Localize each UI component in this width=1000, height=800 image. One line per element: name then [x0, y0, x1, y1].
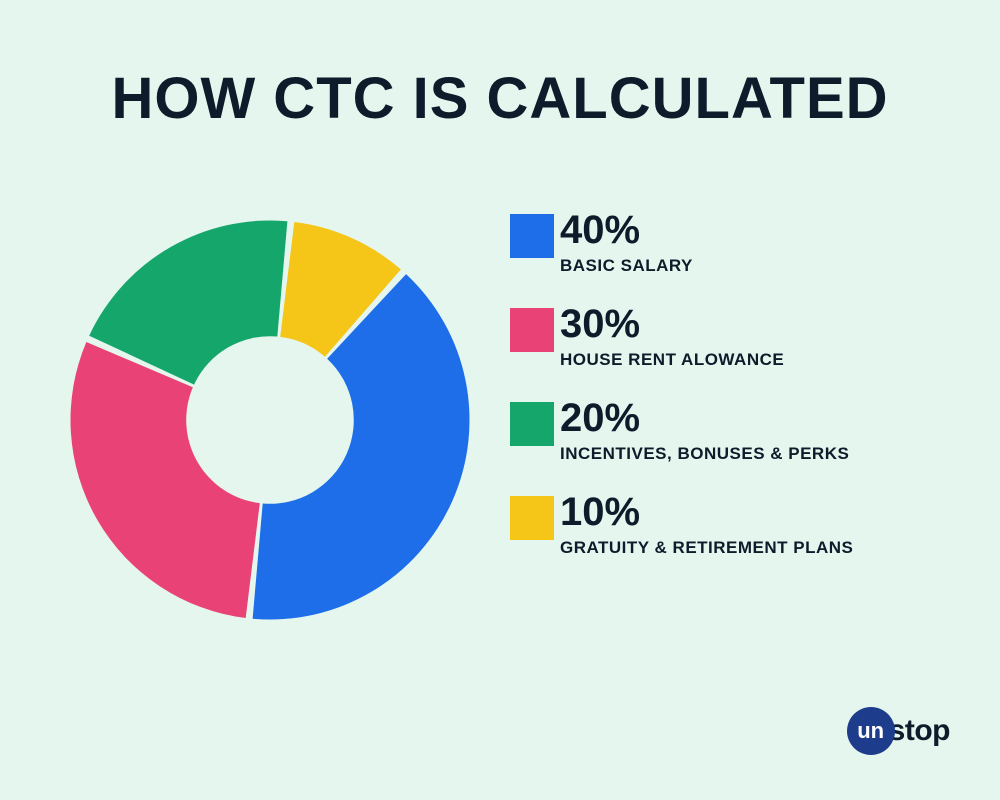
legend-item: 20% INCENTIVES, BONUSES & PERKS: [510, 398, 940, 464]
legend-item: 40% BASIC SALARY: [510, 210, 940, 276]
legend-item: 30% HOUSE RENT ALOWANCE: [510, 304, 940, 370]
legend-swatch: [510, 402, 554, 446]
donut-svg: [60, 210, 480, 630]
legend-percent: 40%: [560, 210, 693, 250]
legend-item: 10% GRATUITY & RETIREMENT PLANS: [510, 492, 940, 558]
legend: 40% BASIC SALARY 30% HOUSE RENT ALOWANCE 20%…: [510, 210, 940, 586]
donut-chart: [60, 210, 480, 630]
legend-text: 40% BASIC SALARY: [560, 210, 693, 276]
legend-percent: 10%: [560, 492, 853, 532]
legend-swatch: [510, 214, 554, 258]
legend-label: GRATUITY & RETIREMENT PLANS: [560, 538, 853, 558]
legend-percent: 30%: [560, 304, 784, 344]
legend-text: 30% HOUSE RENT ALOWANCE: [560, 304, 784, 370]
legend-label: BASIC SALARY: [560, 256, 693, 276]
brand-word: stop: [889, 714, 950, 748]
legend-text: 10% GRATUITY & RETIREMENT PLANS: [560, 492, 853, 558]
legend-label: INCENTIVES, BONUSES & PERKS: [560, 444, 849, 464]
infographic-canvas: HOW CTC IS CALCULATED 40% BASIC SALARY 30%…: [0, 0, 1000, 800]
legend-text: 20% INCENTIVES, BONUSES & PERKS: [560, 398, 849, 464]
donut-slice: [70, 342, 259, 618]
legend-label: HOUSE RENT ALOWANCE: [560, 350, 784, 370]
legend-percent: 20%: [560, 398, 849, 438]
brand-logo: un stop: [847, 707, 950, 755]
brand-circle: un: [847, 707, 895, 755]
legend-swatch: [510, 308, 554, 352]
page-title: HOW CTC IS CALCULATED: [0, 65, 1000, 132]
legend-swatch: [510, 496, 554, 540]
